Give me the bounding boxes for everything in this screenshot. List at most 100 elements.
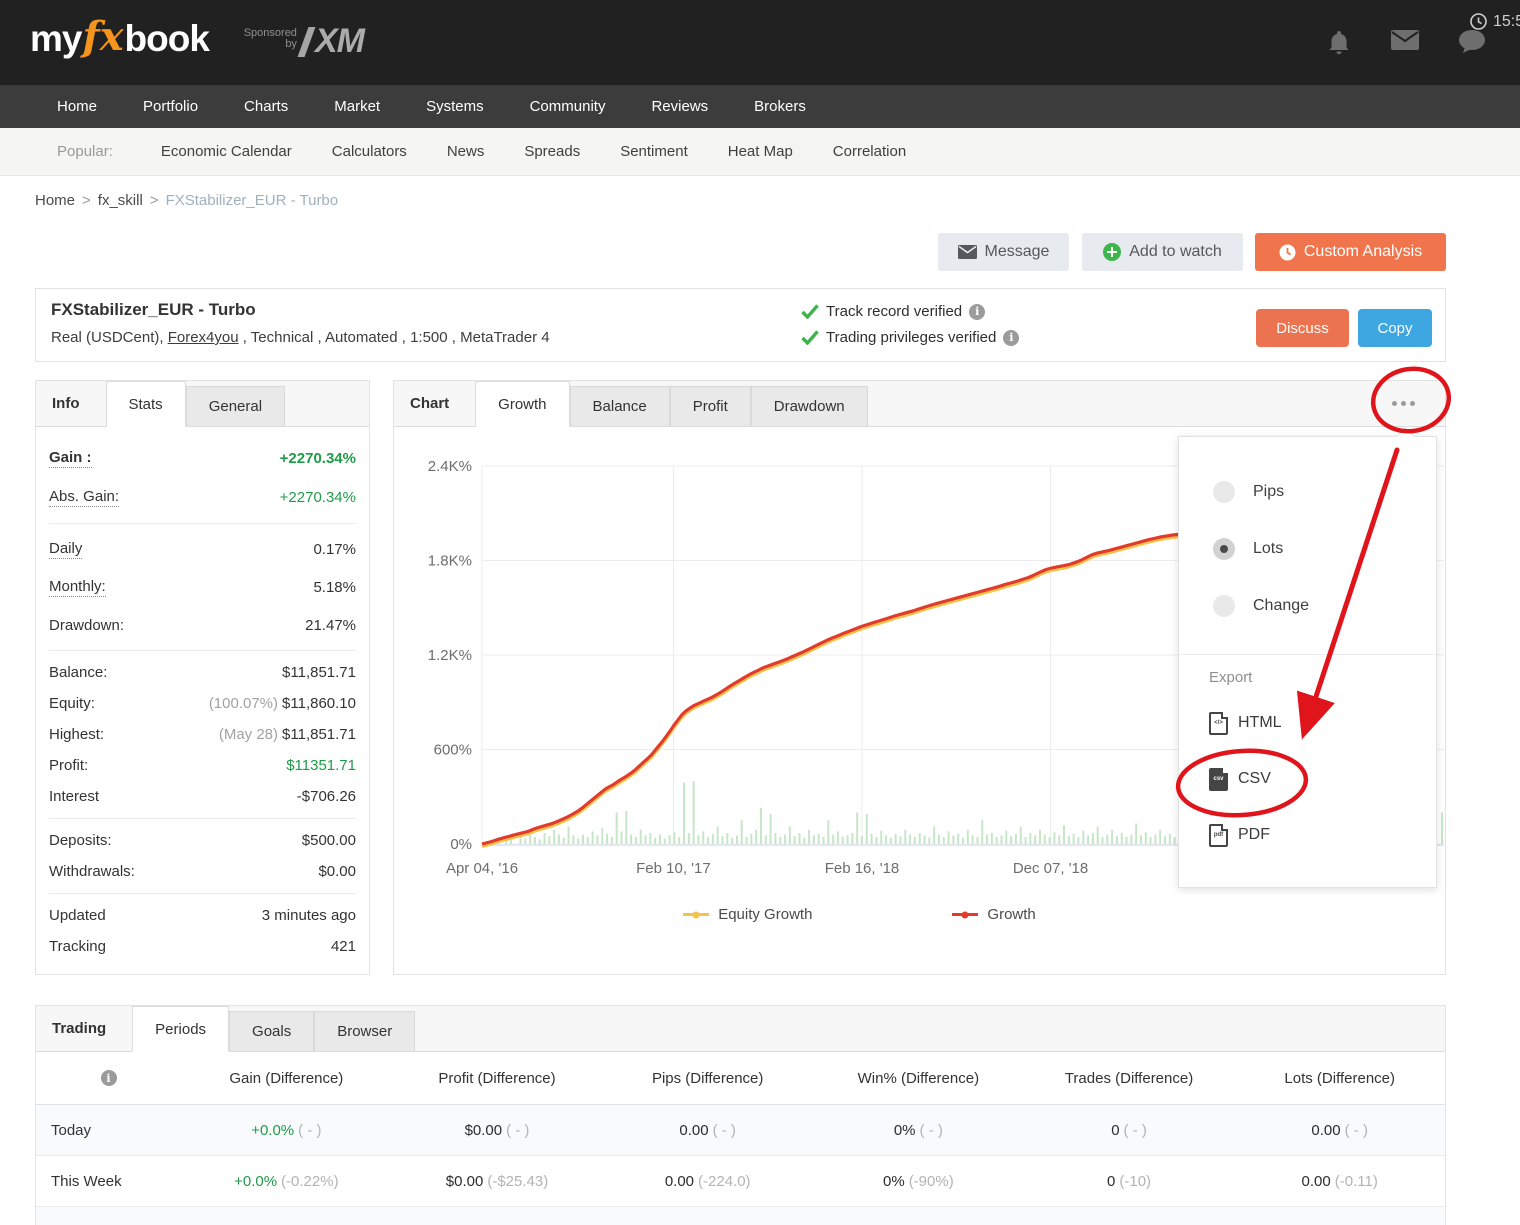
export-option[interactable]: </> HTML [1179, 695, 1436, 751]
popular-item[interactable]: Calculators [331, 143, 407, 160]
xm-slash-icon [297, 26, 316, 57]
stat-value: $500.00 [301, 832, 356, 849]
nav-item[interactable]: Home [57, 98, 98, 115]
stat-label[interactable]: Highest: [49, 726, 105, 743]
export-option[interactable]: pdf PDF [1179, 807, 1436, 863]
stats-group: Updated 3 minutes ago Tracking 421 [49, 893, 356, 962]
export-section-label: Export [1209, 669, 1253, 686]
tab[interactable]: Profit [669, 386, 751, 426]
legend-item[interactable]: Growth [952, 906, 1036, 923]
nav-item[interactable]: Charts [244, 98, 289, 115]
info-icon[interactable]: i [1003, 329, 1020, 346]
stat-label[interactable]: Withdrawals: [49, 863, 135, 880]
nav-item[interactable]: Brokers [754, 98, 806, 115]
table-cell: +0.0%(-0.77%) [181, 1224, 392, 1225]
xm-logo[interactable]: XM [297, 22, 365, 61]
column-header: Gain (Difference) [229, 1069, 344, 1087]
svg-text:1.8K%: 1.8K% [428, 553, 472, 570]
radio-icon[interactable] [1213, 594, 1235, 617]
top-header: my fx book Sponsored by XM [0, 0, 1520, 85]
menu-divider [1179, 654, 1436, 655]
nav-item[interactable]: Market [334, 98, 381, 115]
export-option[interactable]: csv CSV [1179, 751, 1436, 807]
tab[interactable]: Growth [475, 381, 570, 427]
stat-row: Tracking 421 [49, 931, 356, 962]
radio-option[interactable]: Lots [1179, 520, 1436, 577]
tab[interactable]: Goals [229, 1011, 315, 1051]
copy-button[interactable]: Copy [1358, 309, 1432, 347]
stat-label[interactable]: Equity: [49, 695, 95, 712]
popular-item[interactable]: News [446, 143, 485, 160]
stat-label[interactable]: Deposits: [49, 832, 112, 849]
stat-label[interactable]: Updated [49, 907, 106, 924]
tab[interactable]: Info [52, 395, 80, 412]
table-tabs: Trading Periods Goals Browser [36, 1006, 1445, 1052]
legend-item[interactable]: Equity Growth [683, 906, 812, 923]
chat-bubble-icon[interactable] [1459, 30, 1485, 56]
stat-label[interactable]: Drawdown: [49, 616, 125, 634]
broker-link[interactable]: Forex4you [167, 329, 239, 346]
stat-label[interactable]: Daily [49, 539, 83, 559]
table-row: This Week +0.0% (-0.22%) $0.00 (-$25.43) 0… [36, 1156, 1445, 1207]
stat-row: Updated 3 minutes ago [49, 900, 356, 931]
stat-label[interactable]: Abs. Gain: [49, 488, 120, 507]
nav-item[interactable]: Community [529, 98, 606, 115]
discuss-button[interactable]: Discuss [1256, 309, 1349, 347]
stat-label[interactable]: Tracking [49, 938, 106, 955]
message-button[interactable]: Message [938, 233, 1069, 271]
breadcrumb-item[interactable]: FXStabilizer_EUR - Turbo [165, 192, 339, 209]
stats-group: Deposits: $500.00 Withdrawals: $0.00 [49, 818, 356, 887]
stat-label[interactable]: Monthly: [49, 577, 106, 597]
stat-row: Gain : +2270.34% [49, 439, 356, 478]
tab[interactable]: Balance [569, 386, 670, 426]
custom-analysis-button[interactable]: Custom Analysis [1255, 233, 1446, 271]
tab[interactable]: Periods [132, 1006, 230, 1052]
add-to-watch-button[interactable]: Add to watch [1082, 233, 1243, 271]
stat-row: Daily 0.17% [49, 530, 356, 568]
radio-label: Change [1253, 596, 1310, 614]
tab[interactable]: General [185, 386, 286, 426]
nav-item[interactable]: Systems [426, 98, 484, 115]
popular-item[interactable]: Correlation [832, 143, 907, 160]
popular-item[interactable]: Heat Map [727, 143, 793, 160]
legend-marker-icon [683, 913, 710, 916]
breadcrumb-item[interactable]: > [82, 192, 91, 209]
tab[interactable]: Browser [314, 1011, 416, 1051]
radio-option[interactable]: Change [1179, 577, 1436, 634]
tab[interactable]: Trading [52, 1020, 107, 1037]
radio-icon[interactable] [1213, 480, 1235, 503]
stat-label[interactable]: Gain : [49, 449, 92, 468]
period-label: Today [51, 1121, 92, 1139]
stat-value: $11,851.71 [282, 726, 356, 743]
stat-label[interactable]: Interest [49, 788, 100, 805]
radio-icon[interactable] [1213, 537, 1235, 560]
file-icon: pdf [1209, 823, 1228, 847]
popular-item[interactable]: Economic Calendar [160, 143, 292, 160]
export-label: PDF [1238, 826, 1270, 843]
popular-item[interactable]: Sentiment [620, 143, 688, 160]
periods-table-panel: Trading Periods Goals Browser i Gain (Diffe… [35, 1005, 1446, 1225]
tab[interactable]: Chart [410, 395, 450, 412]
popular-item[interactable]: Spreads [524, 143, 581, 160]
breadcrumb-item[interactable]: Home [35, 192, 76, 209]
tab[interactable]: Stats [105, 381, 186, 427]
breadcrumb-item[interactable]: > [149, 192, 159, 209]
server-time: 15:5 [1470, 0, 1520, 43]
myfxbook-logo[interactable]: my fx book Sponsored by XM [30, 17, 365, 61]
notifications-bell-icon[interactable] [1327, 30, 1351, 56]
more-options-icon[interactable] [1388, 397, 1419, 410]
info-icon[interactable]: i [969, 303, 986, 320]
stat-value: 21.47% [305, 616, 356, 634]
messages-mail-icon[interactable] [1391, 30, 1419, 56]
stat-value: $11,860.10 [282, 695, 356, 712]
tab[interactable]: Drawdown [750, 386, 868, 426]
info-icon[interactable]: i [100, 1070, 117, 1086]
radio-option[interactable]: Pips [1179, 463, 1436, 520]
breadcrumb-item[interactable]: fx_skill [97, 192, 143, 209]
stat-value: $11351.71 [286, 757, 356, 774]
nav-item[interactable]: Reviews [651, 98, 709, 115]
stat-label[interactable]: Balance: [49, 664, 108, 681]
stat-label[interactable]: Profit: [49, 757, 89, 774]
export-label: HTML [1238, 714, 1282, 731]
nav-item[interactable]: Portfolio [143, 98, 199, 115]
